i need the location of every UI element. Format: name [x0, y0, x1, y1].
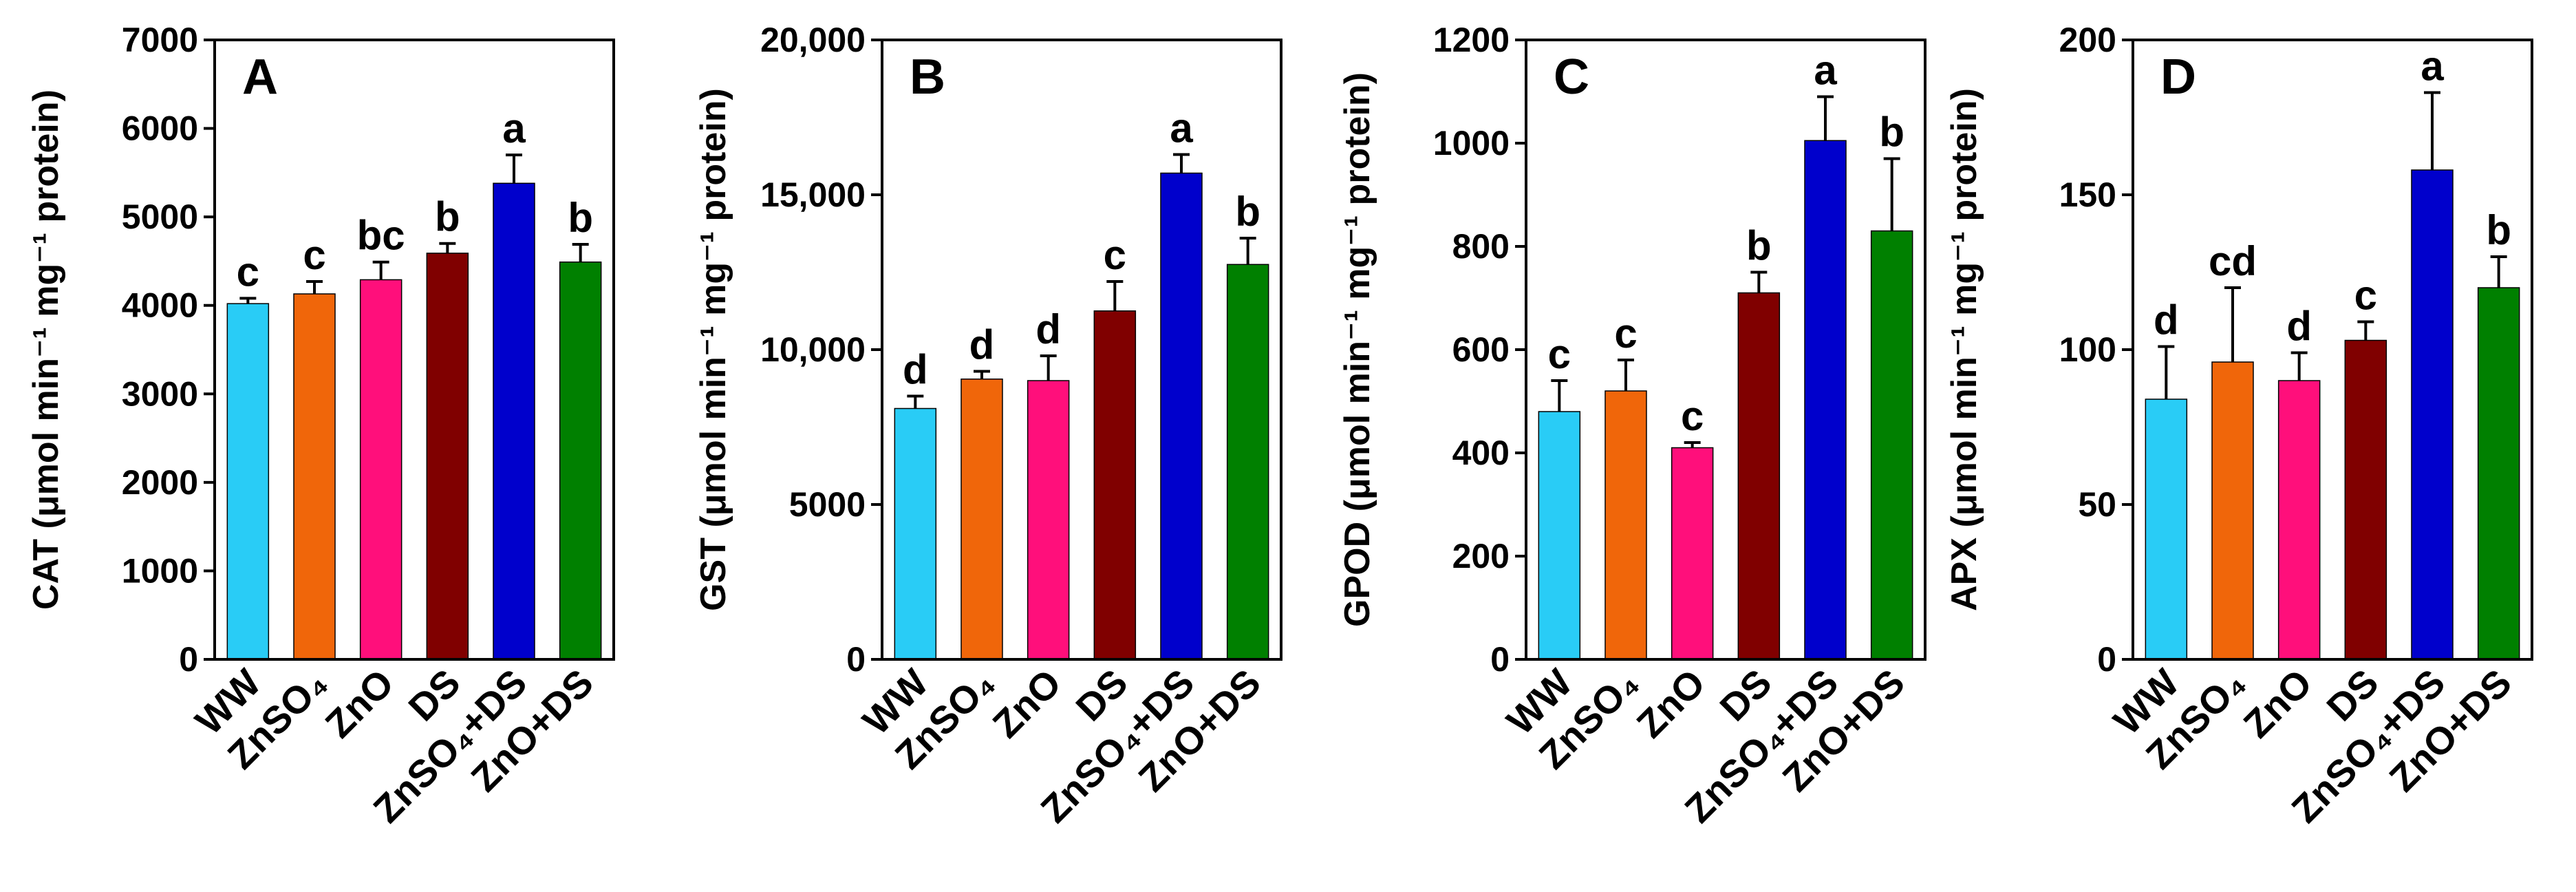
- significance-letter: d: [903, 347, 928, 393]
- y-tick-label: 15,000: [760, 176, 866, 214]
- bar: [1093, 310, 1137, 660]
- significance-letter: b: [1746, 223, 1772, 269]
- y-tick-label: 2000: [122, 463, 198, 502]
- significance-letter: c: [1614, 310, 1637, 357]
- y-tick-label: 400: [1452, 434, 1510, 472]
- significance-letter: d: [1035, 306, 1061, 352]
- y-tick-label: 200: [2059, 21, 2116, 59]
- bar: [1604, 390, 1647, 660]
- bar: [1538, 411, 1581, 660]
- bar: [293, 293, 336, 660]
- significance-letter: b: [2486, 207, 2511, 253]
- y-axis-title: GPOD (μmol min⁻¹ mg⁻¹ protein): [1338, 72, 1377, 627]
- y-tick-label: 800: [1452, 227, 1510, 266]
- significance-letter: a: [1814, 47, 1837, 94]
- significance-letter: c: [1104, 232, 1126, 278]
- significance-letter: b: [568, 195, 593, 241]
- significance-letter: c: [1548, 331, 1571, 377]
- bar: [493, 182, 535, 660]
- significance-letter: a: [502, 105, 526, 151]
- panel-letter: D: [2160, 50, 2196, 105]
- x-category-label: ZnO: [2235, 661, 2320, 746]
- x-category-label: ZnO: [984, 661, 1069, 746]
- y-tick-label: 7000: [122, 21, 198, 59]
- plot-frame: [881, 39, 1282, 661]
- significance-letter: c: [303, 232, 325, 278]
- y-tick-label: 1200: [1433, 21, 1510, 59]
- bar: [226, 303, 270, 660]
- y-tick-label: 6000: [122, 109, 198, 148]
- bar: [2411, 169, 2454, 660]
- y-tick-label: 0: [846, 640, 866, 679]
- y-tick-label: 3000: [122, 374, 198, 413]
- y-tick-label: 150: [2059, 176, 2116, 214]
- significance-letter: d: [2286, 304, 2312, 350]
- plot-frame: [1525, 39, 1926, 661]
- y-tick-label: 5000: [789, 485, 866, 524]
- bar: [2211, 361, 2254, 660]
- bar: [1671, 447, 1714, 660]
- x-category-label: ZnO: [316, 661, 402, 746]
- significance-letter: c: [1681, 393, 1704, 439]
- bar: [960, 379, 1003, 660]
- y-tick-label: 0: [179, 640, 198, 679]
- panel-letter: C: [1554, 50, 1589, 105]
- y-tick-label: 1000: [1433, 124, 1510, 162]
- bar: [359, 279, 402, 660]
- significance-letter: bc: [357, 213, 405, 259]
- y-tick-label: 0: [2097, 640, 2116, 679]
- significance-letter: d: [2154, 297, 2179, 343]
- significance-letter: c: [237, 248, 259, 295]
- bar: [1160, 172, 1203, 660]
- y-axis-title: APX (μmol min⁻¹ mg⁻¹ protein): [1944, 88, 1984, 611]
- significance-letter: a: [2421, 43, 2444, 89]
- significance-letter: d: [969, 322, 995, 368]
- bar: [2277, 380, 2321, 660]
- y-tick-label: 20,000: [760, 21, 866, 59]
- y-tick-label: 0: [1490, 640, 1510, 679]
- y-tick-label: 1000: [122, 551, 198, 590]
- y-tick-label: 600: [1452, 330, 1510, 369]
- y-tick-label: 200: [1452, 537, 1510, 575]
- bar: [426, 253, 469, 660]
- bar: [1870, 230, 1913, 660]
- significance-letter: b: [1235, 189, 1260, 235]
- plot-frame: [2132, 39, 2533, 661]
- y-tick-label: 50: [2078, 485, 2116, 524]
- bar: [559, 261, 602, 660]
- bar: [2344, 339, 2387, 660]
- bar: [1027, 380, 1070, 660]
- panel-letter: A: [242, 50, 278, 105]
- significance-letter: cd: [2209, 238, 2257, 284]
- significance-letter: c: [2354, 273, 2377, 319]
- significance-letter: b: [1879, 109, 1904, 156]
- plot-frame: [213, 39, 615, 661]
- bar: [1737, 292, 1781, 660]
- panel-letter: B: [910, 50, 945, 105]
- bar: [1804, 140, 1847, 660]
- significance-letter: b: [435, 194, 460, 240]
- bar: [2477, 287, 2520, 660]
- y-axis-title: CAT (μmol min⁻¹ mg⁻¹ protein): [26, 89, 66, 610]
- y-tick-label: 4000: [122, 286, 198, 325]
- y-axis-title: GST (μmol min⁻¹ mg⁻¹ protein): [694, 88, 733, 611]
- significance-letter: a: [1170, 105, 1193, 151]
- y-tick-label: 5000: [122, 198, 198, 236]
- x-category-label: ZnO: [1628, 661, 1713, 746]
- y-tick-label: 10,000: [760, 330, 866, 369]
- bar: [894, 407, 937, 660]
- bar: [2145, 399, 2188, 660]
- y-tick-label: 100: [2059, 330, 2116, 369]
- bar: [1226, 264, 1269, 660]
